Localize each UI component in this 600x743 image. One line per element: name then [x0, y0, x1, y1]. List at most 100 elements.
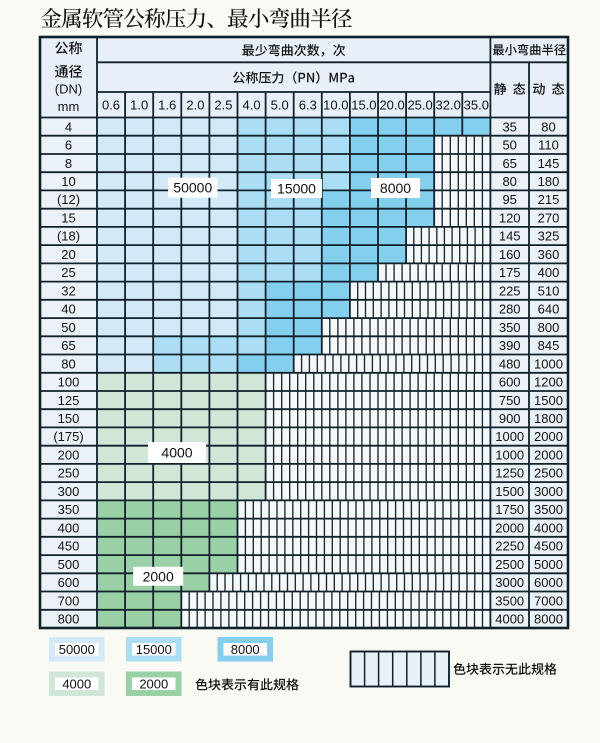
svg-text:6000: 6000 [534, 575, 563, 590]
svg-text:270: 270 [538, 211, 560, 226]
svg-text:2000: 2000 [139, 676, 168, 691]
svg-text:175: 175 [499, 265, 521, 280]
svg-text:65: 65 [502, 156, 516, 171]
svg-text:2.5: 2.5 [214, 98, 232, 113]
svg-text:500: 500 [58, 557, 80, 572]
svg-text:160: 160 [499, 247, 521, 262]
svg-text:8000: 8000 [534, 612, 563, 627]
svg-text:3000: 3000 [534, 484, 563, 499]
svg-text:80: 80 [502, 174, 516, 189]
svg-text:800: 800 [538, 320, 560, 335]
svg-text:200: 200 [58, 448, 80, 463]
svg-text:510: 510 [538, 283, 560, 298]
svg-text:80: 80 [541, 119, 555, 134]
svg-text:280: 280 [499, 302, 521, 317]
svg-text:1200: 1200 [534, 375, 563, 390]
svg-text:3500: 3500 [534, 502, 563, 517]
svg-text:95: 95 [502, 192, 516, 207]
svg-text:50: 50 [502, 138, 516, 153]
svg-text:5.0: 5.0 [271, 98, 289, 113]
svg-text:110: 110 [538, 138, 559, 153]
svg-text:2000: 2000 [534, 429, 563, 444]
svg-text:20.0: 20.0 [379, 98, 404, 113]
svg-text:50000: 50000 [173, 180, 212, 196]
svg-text:145: 145 [538, 156, 560, 171]
svg-text:35.0: 35.0 [464, 98, 489, 113]
svg-text:400: 400 [538, 265, 560, 280]
svg-text:400: 400 [58, 520, 80, 535]
svg-text:7000: 7000 [534, 593, 563, 608]
svg-text:100: 100 [58, 375, 80, 390]
svg-text:0.6: 0.6 [102, 98, 120, 113]
svg-text:150: 150 [58, 411, 80, 426]
svg-text:750: 750 [499, 393, 521, 408]
svg-text:350: 350 [499, 320, 521, 335]
svg-text:640: 640 [538, 302, 560, 317]
svg-text:145: 145 [499, 229, 521, 244]
svg-text:8000: 8000 [231, 642, 260, 657]
svg-text:225: 225 [499, 283, 521, 298]
svg-text:50000: 50000 [59, 642, 95, 657]
svg-text:5000: 5000 [534, 557, 563, 572]
svg-text:25: 25 [61, 265, 75, 280]
svg-text:2500: 2500 [495, 557, 524, 572]
svg-text:(12): (12) [57, 192, 80, 207]
svg-text:10: 10 [61, 174, 75, 189]
svg-text:4.0: 4.0 [243, 98, 261, 113]
svg-text:15.0: 15.0 [351, 98, 376, 113]
svg-text:25.0: 25.0 [407, 98, 432, 113]
svg-text:35: 35 [502, 119, 516, 134]
svg-text:390: 390 [499, 338, 521, 353]
svg-text:4000: 4000 [62, 676, 91, 691]
svg-text:(DN): (DN) [55, 82, 82, 97]
svg-text:1500: 1500 [495, 484, 524, 499]
svg-text:3500: 3500 [495, 593, 524, 608]
svg-text:50: 50 [61, 320, 75, 335]
svg-text:350: 350 [58, 502, 80, 517]
svg-text:600: 600 [58, 575, 80, 590]
svg-text:800: 800 [58, 612, 80, 627]
svg-text:1000: 1000 [495, 429, 524, 444]
svg-text:1000: 1000 [534, 356, 563, 371]
svg-text:(18): (18) [57, 229, 80, 244]
svg-text:40: 40 [61, 302, 75, 317]
svg-text:325: 325 [538, 229, 560, 244]
svg-text:845: 845 [538, 338, 560, 353]
svg-text:215: 215 [538, 192, 560, 207]
svg-text:120: 120 [499, 211, 521, 226]
svg-text:6: 6 [65, 138, 72, 153]
svg-text:32.0: 32.0 [436, 98, 461, 113]
svg-text:15: 15 [61, 211, 75, 226]
svg-text:1250: 1250 [495, 466, 524, 481]
svg-text:4500: 4500 [534, 539, 563, 554]
svg-text:15000: 15000 [277, 181, 316, 197]
svg-text:(175): (175) [53, 429, 83, 444]
svg-text:4000: 4000 [161, 445, 192, 461]
svg-text:700: 700 [58, 593, 80, 608]
svg-text:180: 180 [538, 174, 560, 189]
svg-text:2250: 2250 [495, 539, 524, 554]
svg-text:32: 32 [61, 283, 75, 298]
svg-text:600: 600 [499, 375, 521, 390]
svg-text:10.0: 10.0 [323, 98, 348, 113]
svg-text:2500: 2500 [534, 466, 563, 481]
svg-text:450: 450 [58, 539, 80, 554]
svg-text:360: 360 [538, 247, 560, 262]
svg-text:1.0: 1.0 [130, 98, 148, 113]
svg-text:480: 480 [499, 356, 521, 371]
svg-text:20: 20 [61, 247, 75, 262]
svg-text:300: 300 [58, 484, 80, 499]
svg-text:80: 80 [61, 356, 75, 371]
svg-text:2000: 2000 [495, 520, 524, 535]
svg-text:1000: 1000 [495, 448, 524, 463]
svg-text:8: 8 [65, 156, 72, 171]
svg-text:900: 900 [499, 411, 521, 426]
svg-text:1.6: 1.6 [158, 98, 176, 113]
svg-text:65: 65 [61, 338, 75, 353]
svg-text:15000: 15000 [136, 642, 172, 657]
svg-text:2000: 2000 [143, 568, 174, 584]
svg-text:4000: 4000 [534, 520, 563, 535]
svg-text:4000: 4000 [495, 612, 524, 627]
svg-text:250: 250 [58, 466, 80, 481]
svg-text:2.0: 2.0 [186, 98, 204, 113]
